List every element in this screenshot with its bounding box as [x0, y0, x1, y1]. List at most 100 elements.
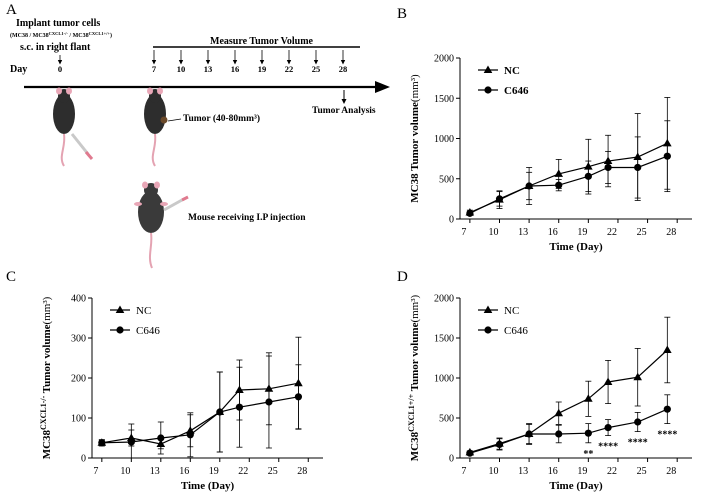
- x-tick-label: 28: [666, 466, 676, 477]
- x-tick-label: 22: [607, 466, 617, 477]
- y-tick-label: 200: [71, 374, 86, 385]
- x-tick-label: 19: [577, 227, 587, 238]
- data-point-circle: [634, 418, 642, 426]
- x-axis-label: Time (Day): [549, 241, 603, 253]
- data-point-circle: [466, 209, 474, 217]
- data-point-circle: [555, 430, 563, 438]
- schedule-day-label: 19: [258, 64, 267, 74]
- panel-b-letter: B: [397, 6, 407, 22]
- x-tick-label: 19: [577, 466, 587, 477]
- y-tick-label: 0: [81, 454, 86, 465]
- data-point-circle: [634, 163, 642, 172]
- schedule-day-label: 16: [231, 64, 240, 74]
- series-nc: [97, 336, 303, 453]
- data-point-circle: [484, 86, 492, 94]
- series-line: [101, 382, 299, 445]
- schedule-ticks: 0 7 10 13 16 19 22 25 28: [57, 50, 347, 74]
- injection-label: Mouse receiving I.P injection: [188, 213, 306, 223]
- data-point-circle: [495, 195, 504, 203]
- x-tick-label: 7: [93, 466, 98, 477]
- schedule-day-label: 10: [177, 64, 186, 74]
- significance-label: **: [583, 449, 593, 460]
- legend: NC C646: [478, 305, 528, 337]
- data-point-triangle: [584, 394, 593, 402]
- schedule-day-label: 7: [152, 64, 157, 74]
- x-axis-label: Time (Day): [181, 480, 235, 492]
- y-tick-label: 500: [439, 174, 454, 185]
- legend: NC C646: [478, 65, 529, 97]
- data-point-circle: [604, 424, 612, 432]
- schedule-arrowhead: [286, 60, 292, 65]
- schedule-arrowhead: [259, 60, 265, 65]
- x-tick-label: 13: [150, 466, 160, 477]
- data-point-circle: [116, 326, 124, 334]
- data-point-circle: [265, 398, 273, 406]
- y-axis-label: MC38 Tumor volume(mm³): [409, 74, 421, 203]
- x-tick-label: 22: [238, 466, 248, 477]
- data-point-triangle: [633, 372, 643, 381]
- chart-c-mc38-cxcl1-ko: 0 100 200 300 400 7 10 13 16 19 22 25 28 Time (Day) MC…: [39, 294, 323, 492]
- data-point-circle: [495, 440, 504, 448]
- schedule-arrowhead: [313, 60, 319, 65]
- schedule-day-label: 22: [285, 64, 294, 74]
- day-label: Day: [10, 64, 27, 75]
- series-line: [469, 408, 668, 454]
- schedule-arrowhead: [178, 60, 184, 65]
- y-axis-label: MC38CXCL1+/+ Tumor volume(mm³): [407, 294, 421, 461]
- data-point-circle: [663, 152, 671, 160]
- legend-label: NC: [136, 305, 151, 317]
- x-tick-label: 16: [548, 466, 558, 477]
- series-line: [469, 142, 668, 214]
- y-tick-label: 1500: [434, 334, 454, 345]
- data-point-triangle: [663, 345, 672, 353]
- panel-c-letter: C: [6, 269, 16, 285]
- implant-route: s.c. in right flant: [20, 42, 91, 53]
- schedule-arrowhead: [340, 60, 346, 65]
- x-tick-label: 28: [666, 227, 676, 238]
- significance-label: ****: [598, 442, 618, 453]
- data-point-circle: [584, 172, 592, 180]
- legend-label: C646: [504, 85, 529, 97]
- chart-b-mc38: 0 500 1000 1500 2000 7 10 13 16 19 22 25 28 Time (Day…: [409, 54, 692, 253]
- y-tick-label: 500: [439, 414, 454, 425]
- legend-label: NC: [504, 65, 520, 77]
- data-point-circle: [555, 181, 563, 189]
- y-tick-label: 0: [449, 215, 454, 226]
- schedule-day-label: 13: [204, 64, 213, 74]
- y-tick-label: 0: [449, 454, 454, 465]
- data-point-triangle: [483, 305, 493, 313]
- data-point-circle: [186, 431, 194, 439]
- tumor-pointer: [167, 118, 182, 122]
- schedule-arrowhead: [232, 60, 238, 65]
- tumor-size-label: Tumor (40-80mm³): [183, 113, 260, 124]
- data-point-circle: [294, 393, 303, 401]
- y-tick-label: 2000: [434, 54, 454, 65]
- y-tick-label: 1000: [434, 134, 454, 145]
- series-line: [101, 396, 299, 444]
- x-tick-label: 13: [518, 227, 528, 238]
- x-tick-label: 19: [209, 466, 219, 477]
- x-tick-label: 10: [488, 466, 498, 477]
- significance-label: ****: [657, 430, 677, 441]
- y-axis-label: MC38CXCL1-/- Tumor volume(mm³): [39, 296, 53, 459]
- y-tick-label: 2000: [434, 294, 454, 305]
- implant-cell-lines: (MC38 / MC38CXCL1-/- / MC38CXCL1+/+): [10, 31, 112, 39]
- legend-label: C646: [504, 325, 528, 337]
- data-point-triangle: [115, 305, 125, 313]
- x-tick-label: 7: [461, 466, 466, 477]
- y-tick-label: 400: [71, 294, 86, 305]
- schedule-arrowhead: [151, 60, 157, 65]
- data-point-triangle: [554, 169, 564, 177]
- mouse-injection-illustration: [134, 181, 189, 269]
- data-point-circle: [525, 430, 533, 438]
- y-tick-label: 300: [71, 334, 86, 345]
- mouse-implant-illustration: [53, 87, 94, 167]
- data-point-circle: [484, 326, 492, 334]
- x-tick-label: 13: [518, 466, 528, 477]
- x-tick-label: 10: [488, 227, 498, 238]
- schedule-day-label: 0: [58, 64, 62, 74]
- panel-a-letter: A: [6, 2, 17, 18]
- x-tick-label: 16: [179, 466, 189, 477]
- x-tick-label: 10: [120, 466, 130, 477]
